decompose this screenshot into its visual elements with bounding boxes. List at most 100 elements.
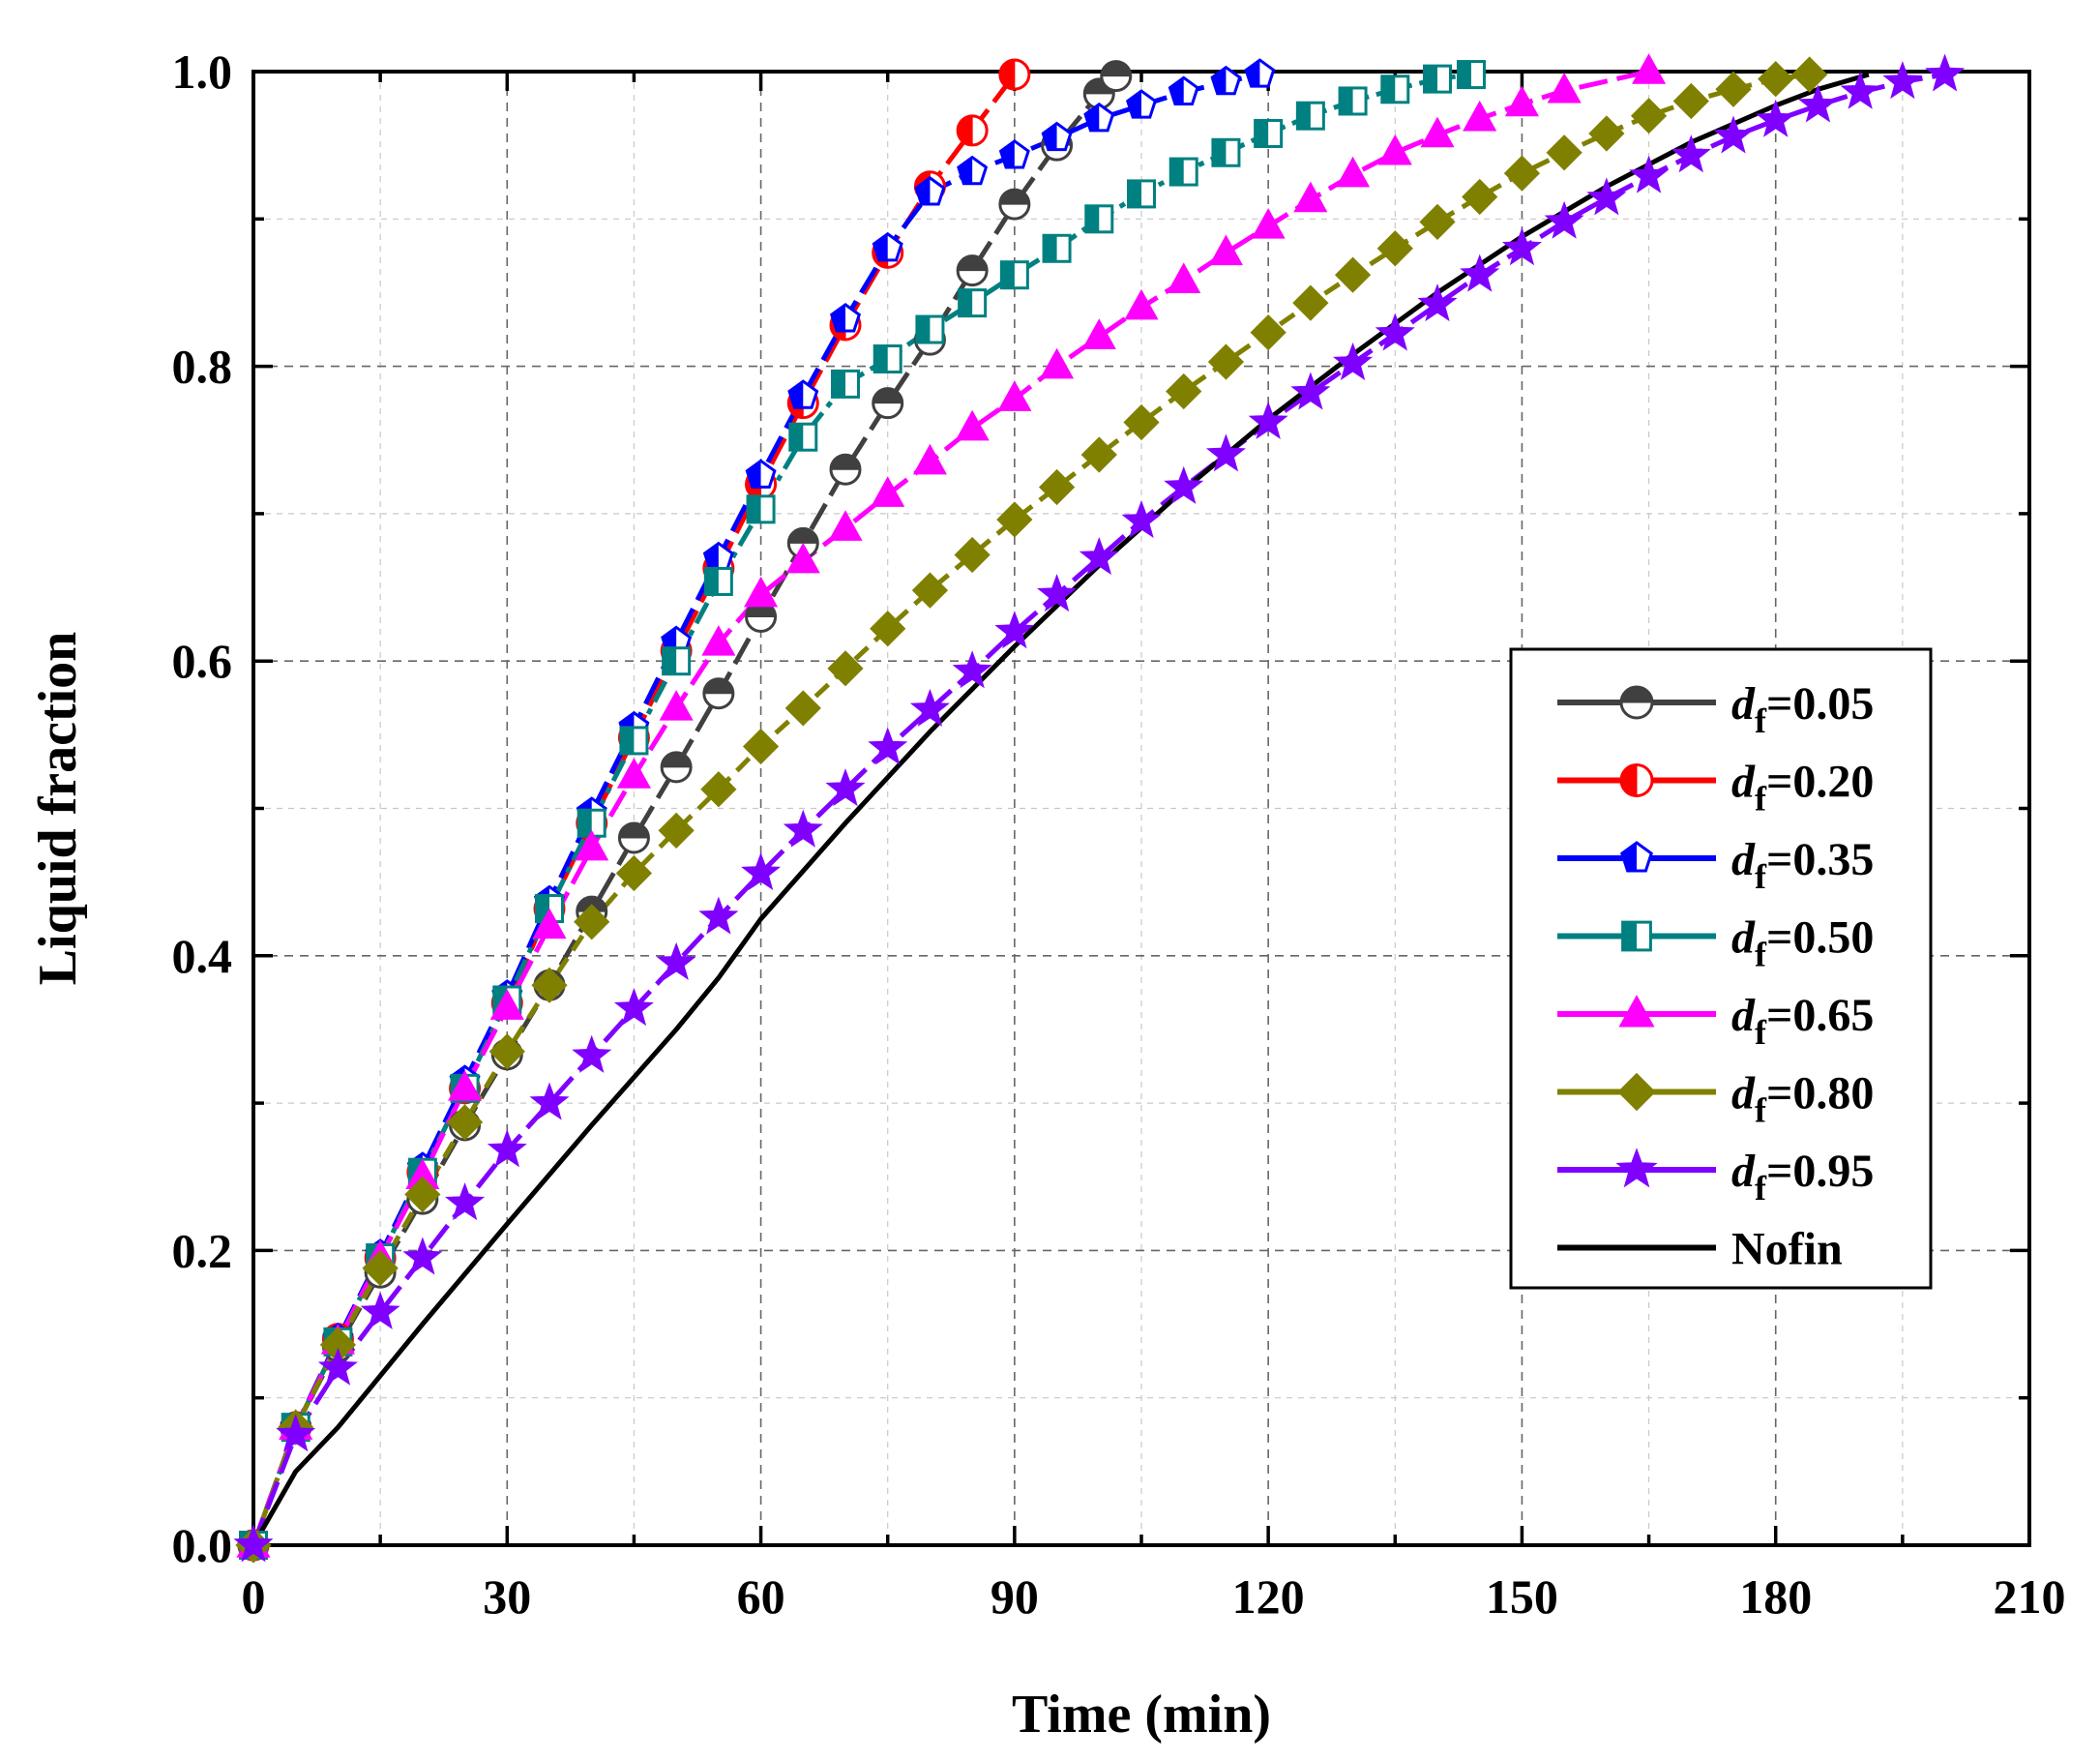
data-point — [1100, 60, 1133, 93]
series-markers-df=0.95 — [233, 53, 1966, 1563]
legend-label: df=0.05 — [1731, 678, 1874, 740]
x-tick-label: 60 — [737, 1569, 785, 1624]
data-point — [998, 188, 1031, 221]
data-point — [1586, 177, 1627, 216]
data-point — [1620, 841, 1653, 873]
data-point — [702, 677, 735, 710]
data-point — [1295, 101, 1325, 131]
data-point — [1420, 116, 1455, 148]
data-point — [1672, 82, 1709, 120]
data-point — [1168, 75, 1199, 105]
legend-label: df=0.35 — [1731, 834, 1874, 896]
data-point — [1334, 256, 1372, 293]
data-point — [914, 176, 946, 206]
data-point — [1167, 262, 1201, 294]
data-point — [870, 611, 906, 647]
data-point — [1797, 84, 1838, 123]
data-point — [1123, 403, 1160, 441]
data-point — [1544, 200, 1584, 239]
data-point — [616, 758, 651, 789]
data-point — [1615, 1148, 1658, 1188]
data-point — [1630, 98, 1668, 134]
data-point — [1463, 100, 1497, 132]
data-point — [660, 751, 693, 784]
axis-ticks — [251, 70, 2031, 1547]
legend-entry: df=0.80 — [1557, 1068, 1874, 1130]
data-point — [788, 422, 818, 452]
data-point — [827, 650, 864, 687]
legend-entry: df=0.65 — [1557, 990, 1874, 1052]
data-point — [785, 542, 820, 574]
data-point — [1547, 72, 1582, 104]
y-tick-label: 0.0 — [172, 1518, 233, 1572]
data-point — [702, 541, 734, 572]
data-point — [1211, 137, 1241, 167]
data-point — [783, 809, 823, 848]
data-point — [1671, 134, 1711, 173]
data-point — [958, 288, 988, 318]
data-point — [615, 854, 653, 892]
data-point — [1125, 89, 1158, 119]
legend-label: Nofin — [1731, 1224, 1843, 1275]
legend-label: df=0.50 — [1731, 912, 1874, 974]
data-point — [998, 138, 1030, 169]
data-point — [1715, 71, 1752, 107]
data-point — [955, 409, 990, 441]
data-point — [532, 908, 567, 940]
data-point — [1248, 401, 1288, 439]
legend: df=0.05 df=0.20 df=0.35 df=0.50 df=0.65 df=0.… — [1509, 647, 1933, 1290]
data-point — [872, 231, 903, 262]
data-point — [617, 821, 650, 854]
data-point — [360, 1291, 400, 1329]
data-point — [1333, 342, 1374, 381]
data-point — [871, 476, 905, 507]
data-point — [956, 114, 989, 147]
data-point — [825, 768, 866, 807]
data-point — [741, 851, 782, 890]
data-point — [701, 625, 736, 656]
data-point — [1456, 60, 1486, 90]
data-point — [1084, 204, 1114, 234]
data-point — [956, 254, 989, 287]
data-point — [529, 1082, 570, 1120]
data-point — [1632, 53, 1667, 84]
data-point — [1336, 156, 1371, 188]
data-point — [700, 771, 737, 808]
data-point — [1840, 71, 1880, 109]
data-point — [868, 727, 908, 765]
data-point — [996, 501, 1033, 538]
data-point — [1041, 121, 1073, 152]
data-point — [404, 1176, 441, 1213]
y-tick-label: 0.8 — [172, 340, 233, 394]
data-point — [1380, 75, 1410, 104]
data-point — [1166, 373, 1202, 410]
data-point — [1207, 343, 1245, 380]
data-point — [698, 896, 739, 935]
data-point — [829, 303, 862, 333]
data-point — [658, 812, 695, 849]
data-point — [1791, 56, 1828, 93]
data-point — [1083, 102, 1115, 133]
data-point — [1758, 60, 1794, 98]
data-point — [1040, 347, 1075, 379]
data-point — [1127, 179, 1156, 209]
x-tick-label: 90 — [991, 1569, 1039, 1624]
tick-labels: 0 30 60 90 120 150 180 210 0.0 0.2 0.4 0.6 0.8 1.0 — [172, 45, 2066, 1624]
data-point — [1042, 233, 1072, 263]
data-point — [742, 728, 780, 765]
data-point — [1037, 574, 1078, 612]
y-tick-label: 0.4 — [172, 929, 233, 983]
data-point — [1621, 920, 1652, 952]
data-point — [1504, 85, 1539, 117]
data-point — [1210, 65, 1242, 96]
data-point — [448, 1070, 483, 1101]
data-point — [1079, 537, 1119, 576]
legend-entry: df=0.05 — [1557, 678, 1874, 740]
legend-label: df=0.20 — [1731, 757, 1874, 819]
data-point — [911, 572, 949, 609]
x-tick-label: 120 — [1232, 1569, 1305, 1624]
data-point — [1501, 227, 1542, 266]
data-point — [662, 646, 692, 676]
x-tick-label: 150 — [1486, 1569, 1558, 1624]
data-point — [489, 989, 524, 1020]
